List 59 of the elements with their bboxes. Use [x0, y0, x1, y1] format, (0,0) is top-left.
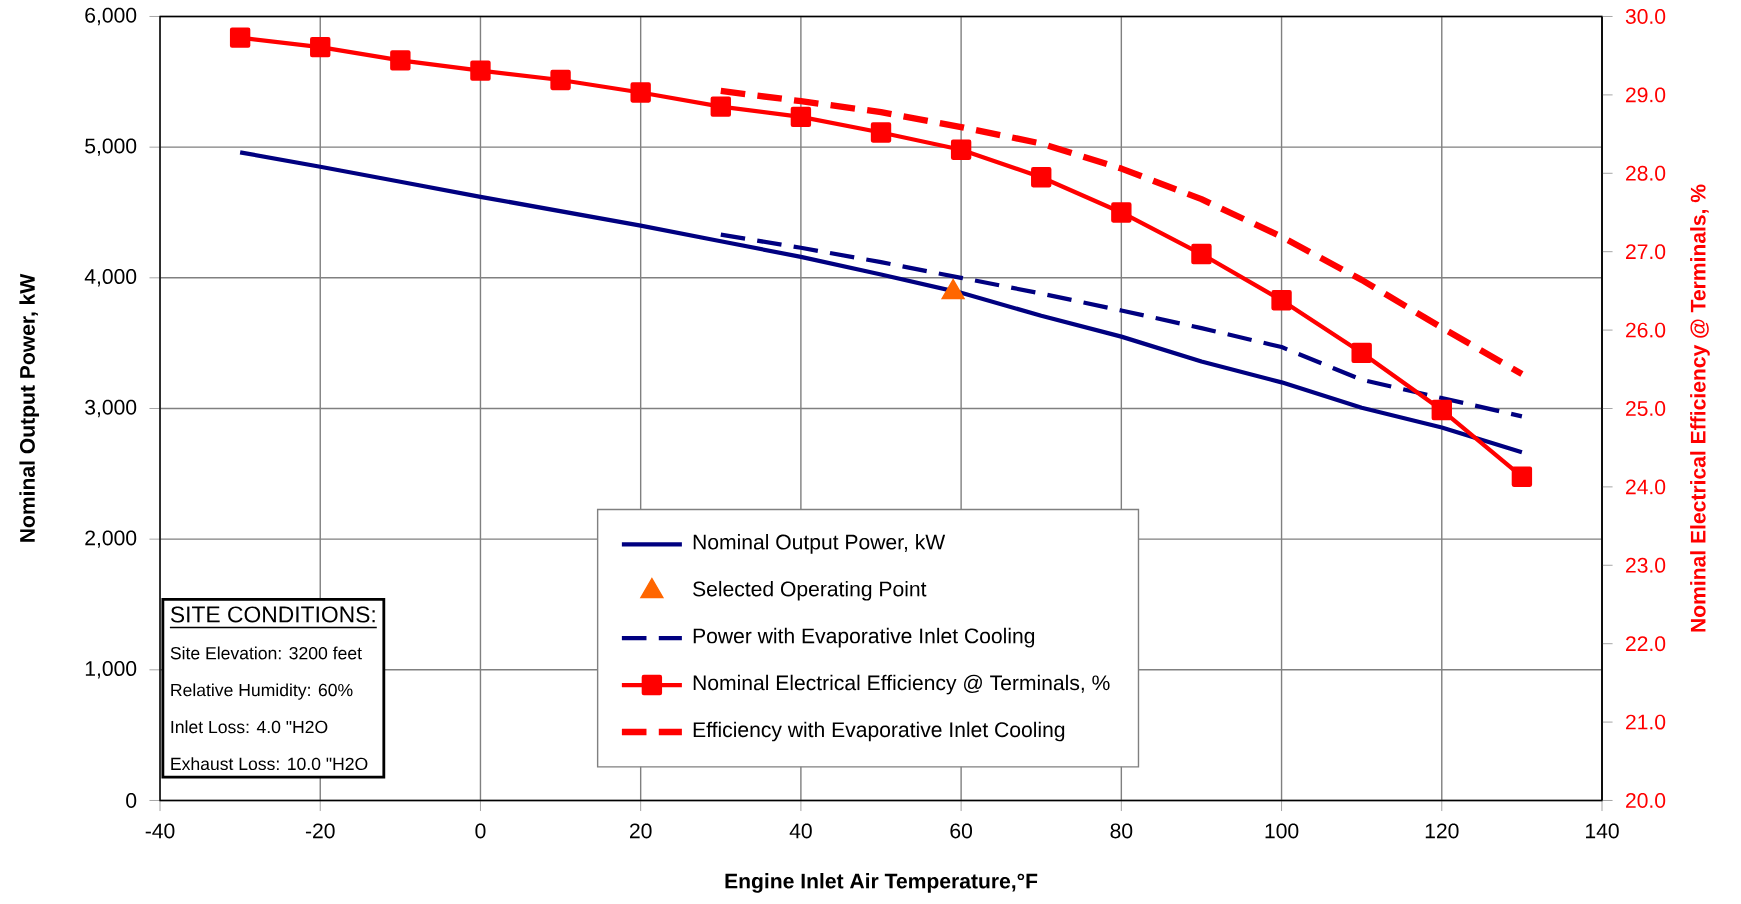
x-tick-label: -40: [145, 823, 175, 839]
point: [870, 122, 892, 143]
annotation: Relative Humidity: 60%: [171, 683, 353, 700]
y2-tick-label: 21.0: [1626, 714, 1666, 730]
y-tick-label: 6,000: [85, 7, 137, 26]
y2-axis-title: Nominal Electrical Efficiency @ Terminals, %: [1690, 184, 1710, 632]
y2-tick-label: 25.0: [1626, 401, 1666, 416]
x-tick-label: 20: [630, 823, 652, 839]
point: [950, 139, 972, 160]
point: [1191, 243, 1212, 265]
point: [710, 96, 731, 117]
y2-tick-label: 26.0: [1626, 322, 1666, 338]
point: [1511, 466, 1533, 487]
legend-label: Nominal Output Power, kW: [693, 534, 946, 554]
y2-tick-label: 20.0: [1626, 793, 1666, 808]
x-tick-label: 100: [1265, 823, 1299, 839]
x-tick-label: 140: [1586, 823, 1619, 839]
y2-tick-label: 30.0: [1625, 9, 1666, 24]
x-tick-label: 80: [1110, 823, 1133, 839]
line-series: [718, 232, 1525, 419]
point: [470, 60, 491, 81]
legend-label: Efficiency with Evaporative Inlet Cooling: [693, 721, 1065, 742]
x-tick-label: -20: [305, 823, 335, 839]
annotation: SITE CONDITIONS:: [170, 606, 375, 623]
x-tick-label: 60: [950, 823, 973, 839]
y2-tick-label: 24.0: [1626, 479, 1666, 495]
point: [1111, 202, 1132, 223]
y2-tick-label: 28.0: [1626, 165, 1666, 181]
point: [550, 69, 571, 91]
point: [790, 106, 812, 128]
point: [1271, 290, 1292, 311]
y-tick-label: 1,000: [85, 661, 137, 679]
legend-label: Power with Evaporative Inlet Cooling: [693, 627, 1035, 648]
point: [1351, 342, 1372, 364]
y-tick-label: 3,000: [85, 399, 137, 418]
y2-tick-label: 29.0: [1626, 87, 1666, 103]
point: [390, 50, 411, 71]
y-tick-label: 0: [126, 793, 137, 808]
y2-tick-label: 22.0: [1626, 636, 1666, 652]
point: [310, 36, 331, 58]
legend-label: Nominal Electrical Efficiency @ Terminals, %: [693, 674, 1110, 695]
y2-tick-label: 23.0: [1626, 557, 1666, 573]
x-tick-label: 120: [1425, 823, 1459, 839]
x-tick-label: 40: [789, 823, 812, 839]
annotation: Site Elevation: 3200 feet: [170, 646, 362, 660]
annotation: Exhaust Loss: 10.0 "H2O: [171, 757, 368, 771]
y-tick-label: 4,000: [84, 269, 137, 287]
point: [1431, 399, 1452, 421]
point: [1031, 167, 1052, 188]
x-axis-title: Engine Inlet Air Temperature,°F: [725, 873, 1038, 893]
y2-tick-label: 27.0: [1626, 244, 1666, 260]
annotation: Inlet Loss: 4.0 "H2O: [171, 720, 328, 734]
y-axis-title: Nominal Output Power, kW: [19, 273, 40, 542]
point: [229, 27, 251, 48]
y-tick-label: 2,000: [85, 530, 137, 548]
x-tick-label: 0: [475, 823, 486, 839]
y-tick-label: 5,000: [85, 138, 137, 156]
legend-label: Selected Operating Point: [693, 580, 927, 601]
point: [630, 82, 651, 103]
